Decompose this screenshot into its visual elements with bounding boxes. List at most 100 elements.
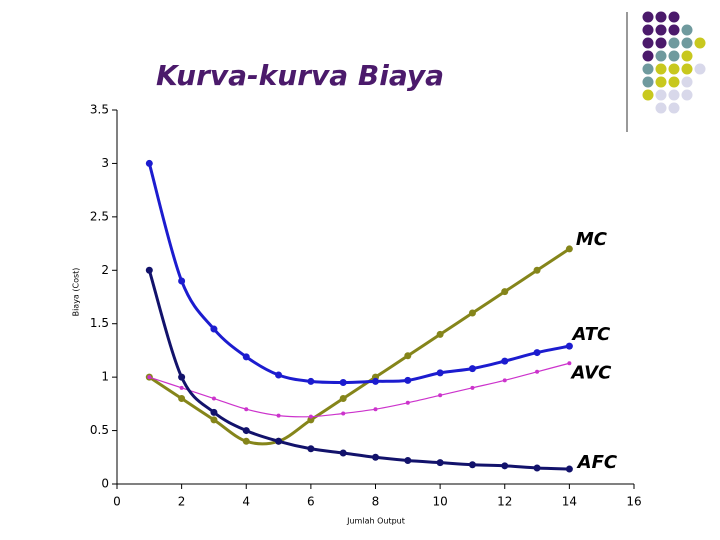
decor-dot bbox=[668, 102, 680, 114]
decor-dot bbox=[642, 11, 654, 23]
point bbox=[307, 377, 315, 385]
y-tick-label: 3 bbox=[101, 156, 109, 170]
decor-dot bbox=[681, 37, 693, 49]
decor-dot bbox=[681, 76, 693, 88]
point bbox=[339, 395, 347, 403]
decor-dot bbox=[681, 63, 693, 75]
y-tick-label: 0 bbox=[101, 477, 109, 491]
y-axis-title: Biaya (Cost) bbox=[72, 268, 81, 317]
point bbox=[276, 413, 281, 418]
decor-dot bbox=[642, 89, 654, 101]
series-line bbox=[149, 362, 570, 418]
y-tick-label: 2.5 bbox=[90, 209, 109, 223]
y-tick-label: 1 bbox=[101, 370, 109, 384]
point bbox=[533, 349, 541, 357]
x-tick-label: 6 bbox=[307, 495, 315, 509]
point bbox=[436, 369, 444, 377]
decor-dot bbox=[681, 89, 693, 101]
decor-dot bbox=[655, 89, 667, 101]
point bbox=[339, 378, 347, 386]
y-tick-label: 3.5 bbox=[90, 103, 109, 117]
series-label: MC bbox=[576, 229, 608, 250]
decor-dot bbox=[681, 24, 693, 36]
series-label: AVC bbox=[569, 362, 612, 383]
x-tick-label: 0 bbox=[113, 495, 121, 509]
decor-dot bbox=[668, 50, 680, 62]
decor-dot bbox=[694, 63, 706, 75]
decor-dot bbox=[642, 50, 654, 62]
series-line bbox=[147, 163, 570, 384]
point bbox=[372, 377, 379, 385]
point bbox=[308, 414, 313, 419]
decor-dot bbox=[655, 102, 667, 114]
point bbox=[339, 449, 347, 457]
point bbox=[533, 464, 541, 472]
decor-dot bbox=[642, 24, 654, 36]
point bbox=[210, 416, 218, 424]
decor-dot bbox=[655, 76, 667, 88]
point bbox=[211, 396, 216, 401]
point bbox=[468, 309, 476, 317]
decor-dot bbox=[655, 24, 667, 36]
point bbox=[178, 277, 186, 285]
point bbox=[501, 357, 509, 365]
point bbox=[307, 445, 315, 453]
point bbox=[307, 416, 315, 424]
point bbox=[567, 361, 572, 366]
point bbox=[341, 411, 346, 416]
x-tick-label: 8 bbox=[372, 495, 380, 509]
decoration bbox=[626, 11, 706, 132]
decor-dot bbox=[668, 24, 680, 36]
decor-dot bbox=[642, 63, 654, 75]
point bbox=[242, 437, 250, 445]
point bbox=[468, 461, 476, 469]
point bbox=[470, 385, 475, 390]
point bbox=[404, 456, 412, 464]
series-line bbox=[147, 269, 570, 471]
chart-title: Kurva-kurva Biaya bbox=[156, 59, 444, 92]
series-label: ATC bbox=[571, 324, 611, 345]
decor-dot bbox=[668, 76, 680, 88]
point bbox=[404, 352, 412, 360]
point bbox=[404, 376, 412, 384]
x-tick-label: 16 bbox=[626, 495, 641, 509]
point bbox=[436, 330, 444, 338]
point bbox=[405, 400, 410, 405]
x-tick-label: 10 bbox=[432, 495, 447, 509]
point bbox=[373, 407, 378, 412]
point bbox=[565, 245, 573, 253]
y-tick-label: 2 bbox=[101, 263, 109, 277]
decor-dot bbox=[655, 63, 667, 75]
point bbox=[242, 427, 250, 435]
decor-dot bbox=[655, 50, 667, 62]
x-tick-label: 2 bbox=[178, 495, 186, 509]
decor-dot bbox=[655, 37, 667, 49]
decor-dot bbox=[642, 76, 654, 88]
decor-dot bbox=[694, 37, 706, 49]
x-tick-label: 4 bbox=[242, 495, 250, 509]
point bbox=[501, 288, 509, 296]
point bbox=[242, 353, 250, 361]
decor-dot bbox=[668, 63, 680, 75]
point bbox=[145, 266, 153, 274]
x-axis-title: Jumlah Output bbox=[346, 517, 405, 526]
point bbox=[179, 385, 184, 390]
point bbox=[565, 465, 573, 473]
point bbox=[565, 342, 573, 350]
point bbox=[145, 159, 153, 167]
decor-dot bbox=[668, 37, 680, 49]
point bbox=[535, 369, 540, 374]
y-tick-label: 1.5 bbox=[90, 316, 109, 330]
decor-dot bbox=[642, 37, 654, 49]
decor-dot bbox=[655, 11, 667, 23]
point bbox=[372, 453, 379, 461]
point bbox=[501, 462, 509, 470]
decor-dot bbox=[668, 11, 680, 23]
point bbox=[502, 378, 507, 383]
decor-dot bbox=[668, 89, 680, 101]
point bbox=[533, 266, 541, 274]
series-label: AFC bbox=[576, 452, 618, 473]
point bbox=[210, 408, 218, 416]
y-tick-label: 0.5 bbox=[90, 423, 109, 437]
